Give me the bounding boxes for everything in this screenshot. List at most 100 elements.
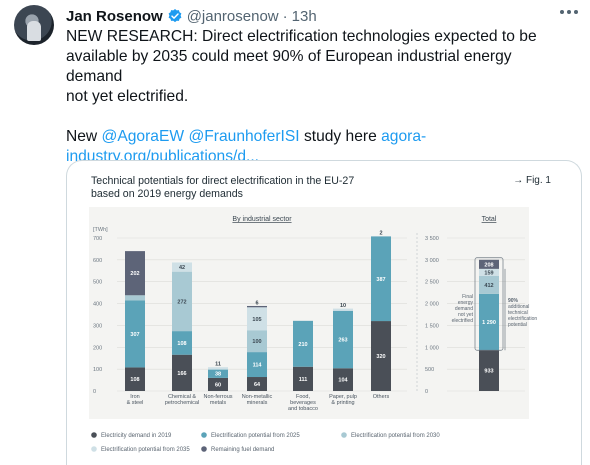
sector-data-label: 108	[130, 377, 139, 383]
total-y-tick: 2 500	[425, 280, 439, 286]
sector-data-label: 105	[252, 317, 261, 323]
study-link-part-1[interactable]: agora-	[381, 128, 427, 145]
sector-data-label: 38	[215, 372, 221, 378]
sector-category-label: & printing	[331, 400, 354, 406]
legend-swatch	[91, 432, 97, 438]
sector-category-label: Iron	[130, 394, 139, 400]
sector-data-label: 111	[299, 377, 308, 383]
sector-data-label: 387	[376, 277, 385, 283]
author-handle[interactable]: @janrosenow	[186, 7, 279, 25]
total-y-tick: 1 500	[425, 323, 439, 329]
sector-data-label: 320	[376, 354, 385, 360]
sector-bar-segment	[172, 354, 192, 391]
tweet-line-4-mid: study here	[299, 128, 382, 145]
sector-bar-segment	[371, 236, 391, 322]
mention-fraunhoferisi[interactable]: @FraunhoferISI	[188, 128, 300, 145]
tweet-line-4-prefix: New	[66, 128, 102, 145]
more-options-icon[interactable]	[560, 10, 578, 16]
sector-bar-segment	[247, 307, 267, 331]
sector-bar-segment	[125, 295, 145, 301]
figure-title: Technical potentials for direct electrif…	[91, 175, 451, 201]
sector-bar-segment	[208, 377, 228, 391]
sector-bar-segment	[172, 331, 192, 355]
sector-bar-segment	[293, 320, 313, 367]
total-data-label: 1 290	[482, 320, 496, 326]
sector-bar-segment	[125, 367, 145, 391]
sector-bar-segment	[247, 352, 267, 378]
sector-bar-segment	[247, 305, 267, 308]
tweet-line-1: NEW RESEARCH: Direct electrification tec…	[66, 28, 537, 45]
legend-label: Electrification potential from 2035	[101, 447, 190, 453]
sector-data-label: 210	[298, 342, 307, 348]
total-y-tick: 1 000	[425, 345, 439, 351]
tweet-line-4: New @AgoraEW @FraunhoferISI study here a…	[66, 127, 571, 147]
sector-data-label: 11	[215, 362, 221, 368]
tweet-line-3: not yet electrified.	[66, 88, 189, 105]
total-right-annotation: additional	[508, 304, 529, 310]
sector-y-tick: 200	[93, 345, 102, 351]
total-data-label: 208	[484, 262, 493, 268]
figure-title-line-2: based on 2019 energy demands	[91, 188, 243, 200]
sector-data-label: 272	[177, 299, 186, 305]
legend-label: Electricity demand in 2019	[101, 433, 172, 439]
sector-data-label: 114	[253, 363, 263, 369]
total-bar-segment	[479, 350, 499, 391]
sector-data-label: 60	[215, 382, 221, 388]
sector-bar-segment	[333, 368, 353, 391]
sector-data-label: 166	[177, 371, 186, 377]
media-image-card[interactable]: Technical potentials for direct electrif…	[66, 160, 582, 465]
sector-data-label: 100	[252, 339, 261, 345]
total-left-annotation: Final	[462, 294, 473, 300]
sector-bar-segment	[293, 366, 313, 391]
sector-category-label: Chemical &	[168, 394, 196, 400]
separator-dot: ·	[282, 7, 288, 25]
total-data-label: 159	[484, 270, 493, 276]
legend-swatch	[341, 432, 347, 438]
sector-data-label: 263	[338, 338, 347, 344]
sector-category-label: petrochemical	[165, 400, 199, 406]
sector-data-label: 42	[179, 265, 185, 271]
legend-swatch	[201, 446, 207, 452]
sector-category-label: metals	[210, 400, 226, 406]
user-avatar[interactable]	[14, 5, 54, 45]
sector-category-label: Food,	[296, 394, 311, 400]
sector-y-tick: 400	[93, 302, 102, 308]
sector-y-tick: 600	[93, 258, 102, 264]
sector-bar-segment	[247, 377, 267, 391]
total-y-tick: 0	[425, 389, 428, 395]
total-data-label: 933	[484, 369, 493, 375]
total-left-annotation: electrified	[452, 318, 474, 324]
sector-data-label: 202	[130, 271, 139, 277]
sector-y-tick: 300	[93, 323, 102, 329]
sector-y-tick: 0	[93, 389, 96, 395]
author-name[interactable]: Jan Rosenow	[66, 7, 163, 25]
tweet-text: NEW RESEARCH: Direct electrification tec…	[66, 27, 571, 167]
mention-agoraew[interactable]: @AgoraEW	[101, 128, 185, 145]
sector-y-tick: 700	[93, 236, 102, 242]
sector-category-label: & steel	[127, 400, 144, 406]
total-right-annotation: electrification	[508, 316, 537, 322]
total-bar-segment	[479, 268, 499, 276]
figure-title-line-1: Technical potentials for direct electrif…	[91, 175, 355, 187]
sector-bar-segment	[371, 321, 391, 391]
sector-category-label: and tobacco	[288, 406, 318, 412]
tweet-header: Jan Rosenow @janrosenow · 13h	[66, 6, 317, 26]
total-chart-title: Total	[482, 216, 497, 223]
electrification-chart: By industrial sector[TWh]010020030040050…	[89, 207, 537, 453]
total-y-tick: 2 000	[425, 302, 439, 308]
tweet-time[interactable]: 13h	[291, 7, 317, 25]
sector-category-label: Paper, pulp	[329, 394, 357, 400]
total-bar-segment	[479, 293, 499, 351]
legend-label: Electrification potential from 2030	[351, 433, 440, 439]
sector-bar-segment	[247, 330, 267, 353]
legend-swatch	[91, 446, 97, 452]
sector-data-label: 2	[379, 231, 382, 237]
total-bar-segment	[479, 275, 499, 294]
total-y-tick: 3 000	[425, 258, 439, 264]
sector-bar-segment	[333, 310, 353, 369]
sector-category-label: Non-metallic	[242, 394, 273, 400]
legend-label: Remaining fuel demand	[211, 447, 274, 453]
total-bracket	[474, 257, 504, 351]
total-right-annotation: 90%	[508, 298, 519, 304]
